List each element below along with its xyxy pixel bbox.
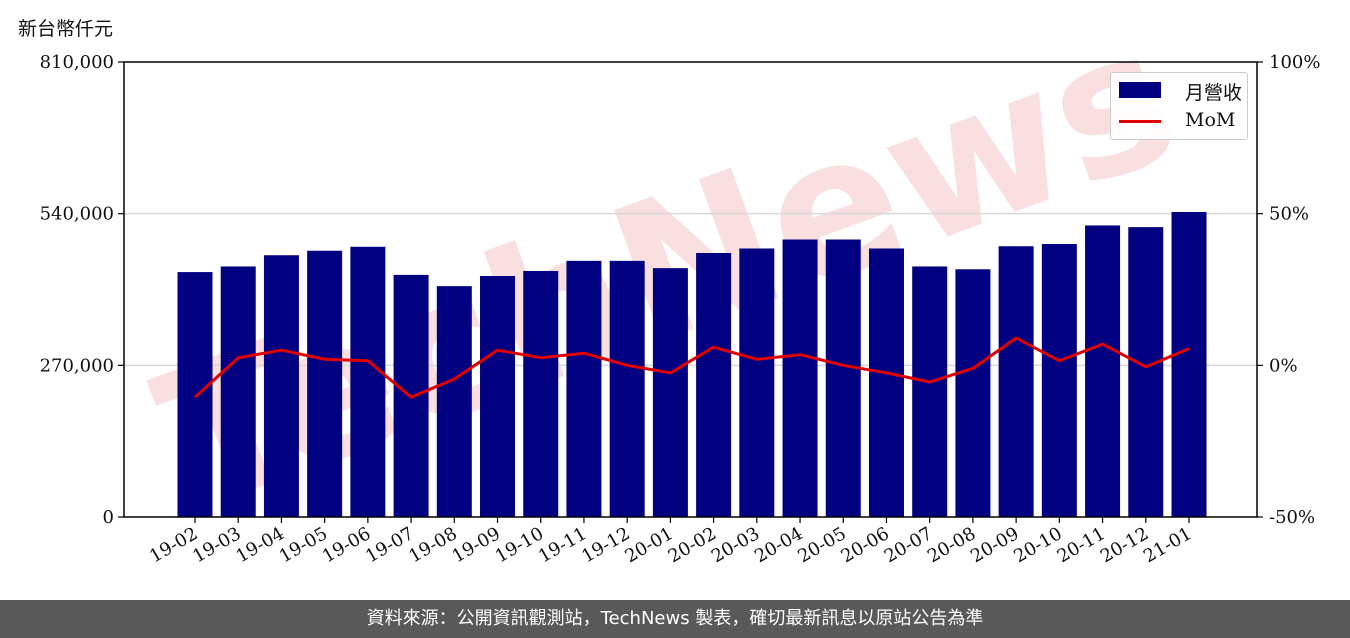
bar [350,246,386,517]
bar [696,252,732,517]
x-axis-tick-label: 20-04 [751,523,806,567]
bar [307,250,343,518]
bar [825,239,861,518]
bar [912,266,948,517]
bar [739,248,775,517]
bar [566,260,602,517]
x-axis-tick-label: 19-07 [362,523,417,567]
x-axis-tick-label: 21-01 [1140,523,1195,567]
x-axis-tick-label: 19-05 [276,523,331,567]
bar [782,239,818,518]
x-axis-tick-label: 20-08 [924,523,979,567]
legend-bar-swatch [1119,82,1161,98]
revenue-chart: TechNews0270,000540,000810,000-50%0%50%1… [40,0,1321,567]
legend-line-swatch [1119,120,1161,123]
y-axis-unit-label: 新台幣仟元 [18,18,114,40]
left-axis-tick-label: 270,000 [40,355,114,376]
bar [1171,211,1207,517]
bar [652,268,688,517]
legend-label-mom: MoM [1185,109,1236,131]
x-axis-tick-label: 20-09 [967,523,1022,567]
bar [1041,244,1077,517]
x-axis-tick-label: 20-02 [665,523,720,567]
x-axis-tick-label: 19-12 [578,523,633,567]
x-axis-tick-label: 20-12 [1097,523,1152,567]
right-axis-tick-label: 100% [1269,52,1320,73]
x-axis-tick-label: 19-09 [449,523,504,567]
legend-item-mom: MoM [1119,109,1243,133]
x-axis-tick-label: 19-10 [492,523,547,567]
bar [868,248,904,517]
x-axis-tick-label: 19-08 [405,523,460,567]
x-axis-tick-label: 20-01 [621,523,676,567]
right-axis-tick-label: 50% [1269,204,1309,225]
bar [480,276,516,517]
bar [1128,227,1164,518]
left-axis-tick-label: 810,000 [40,52,114,73]
plot-frame [123,61,1258,518]
bar [177,272,213,517]
bar [263,255,299,518]
bar [998,246,1034,517]
source-footer: 資料來源：公開資訊觀測站，TechNews 製表，確切最新訊息以原站公告為準 [0,600,1350,638]
mom-line [193,336,1190,399]
left-axis-tick-label: 540,000 [40,204,114,225]
x-axis-tick-label: 19-11 [535,523,590,567]
x-axis-tick-label: 20-10 [1010,523,1065,567]
legend-label-revenue: 月營收 [1185,82,1243,104]
chart-legend: 月營收 MoM [1110,72,1248,140]
x-axis-tick-label: 20-05 [794,523,849,567]
bar [220,266,256,517]
bar [523,270,559,517]
x-axis-tick-label: 20-07 [881,523,936,567]
bar [1085,225,1121,518]
bar [955,269,991,517]
x-axis-tick-label: 19-02 [146,523,201,567]
right-axis-tick-label: -50% [1269,507,1315,528]
bar [609,260,645,517]
chart-area: TechNews0270,000540,000810,000-50%0%50%1… [18,0,1321,567]
left-axis-tick-label: 0 [103,507,114,528]
bar [436,286,472,517]
legend-item-revenue: 月營收 [1119,78,1243,104]
x-axis-tick-label: 20-11 [1054,523,1109,567]
x-axis-tick-label: 20-06 [838,523,893,567]
x-axis-tick-label: 19-06 [319,523,374,567]
x-axis-tick-label: 20-03 [708,523,763,567]
right-axis-tick-label: 0% [1269,355,1298,376]
